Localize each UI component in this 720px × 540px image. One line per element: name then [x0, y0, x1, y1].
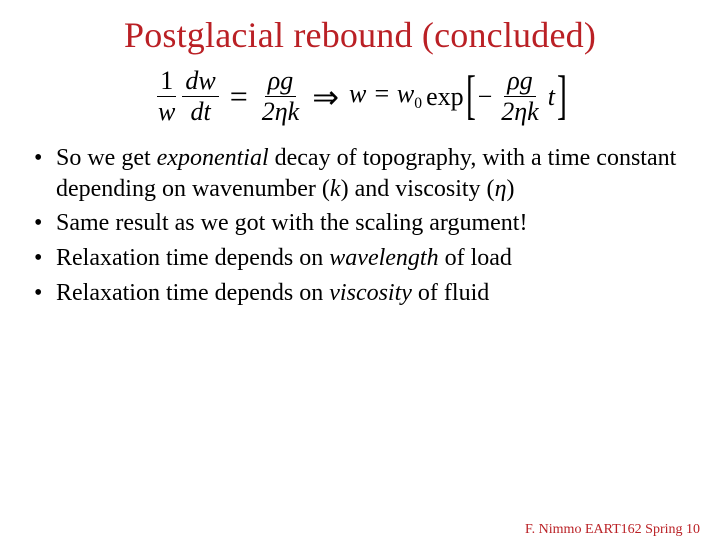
text: Relaxation time depends on: [56, 280, 329, 306]
list-item: So we get exponential decay of topograph…: [34, 143, 686, 204]
exp-text: exp: [426, 82, 464, 112]
text: of load: [439, 245, 512, 271]
rhs-group: w = w0 exp [ − ρg 2ηk t ]: [349, 68, 565, 125]
sub-zero: 0: [414, 96, 422, 113]
t-var: t: [548, 82, 555, 112]
text: of fluid: [412, 280, 489, 306]
emphasis: viscosity: [329, 280, 412, 306]
frac-num: ρg: [504, 68, 535, 97]
left-bracket-icon: [: [466, 68, 476, 122]
emphasis: wavelength: [329, 245, 438, 271]
frac-1overw: 1 w: [155, 68, 178, 125]
text: ): [506, 176, 514, 202]
slide-footer: F. Nimmo EART162 Spring 10: [525, 522, 700, 538]
frac-num: 1: [157, 68, 176, 97]
list-item: Relaxation time depends on viscosity of …: [34, 278, 686, 309]
emphasis: k: [330, 176, 341, 202]
text: Relaxation time depends on: [56, 245, 329, 271]
equation-block: 1 w dw dt = ρg 2ηk ⇒ w = w0 exp [ − ρg: [0, 68, 720, 125]
frac-den: 2ηk: [498, 97, 541, 125]
frac-num: ρg: [265, 68, 296, 97]
text: ) and viscosity (: [341, 176, 495, 202]
equals-sign: =: [230, 78, 248, 115]
emphasis: exponential: [157, 145, 269, 171]
w-eq-w0: w = w0: [349, 79, 422, 113]
implies-arrow: ⇒: [312, 78, 339, 116]
w-eq: w = w: [349, 79, 414, 108]
frac-num: dw: [182, 68, 218, 97]
right-bracket-icon: ]: [557, 68, 567, 122]
slide-title: Postglacial rebound (concluded): [0, 14, 720, 56]
exp-arg: − ρg 2ηk t: [478, 68, 555, 125]
frac-rhog-2etak-2: ρg 2ηk: [498, 68, 541, 125]
minus-sign: −: [478, 82, 493, 112]
list-item: Same result as we got with the scaling a…: [34, 208, 686, 239]
frac-den: w: [155, 97, 178, 125]
emphasis: η: [495, 176, 507, 202]
frac-den: 2ηk: [259, 97, 302, 125]
slide-container: Postglacial rebound (concluded) 1 w dw d…: [0, 14, 720, 540]
text: Same result as we got with the scaling a…: [56, 210, 527, 236]
lhs-group: 1 w dw dt: [155, 68, 219, 125]
bullet-list: So we get exponential decay of topograph…: [0, 143, 720, 309]
frac-den: dt: [187, 97, 213, 125]
frac-rhog-2etak-1: ρg 2ηk: [259, 68, 302, 125]
list-item: Relaxation time depends on wavelength of…: [34, 243, 686, 274]
text: So we get: [56, 145, 157, 171]
frac-dwdt: dw dt: [182, 68, 218, 125]
